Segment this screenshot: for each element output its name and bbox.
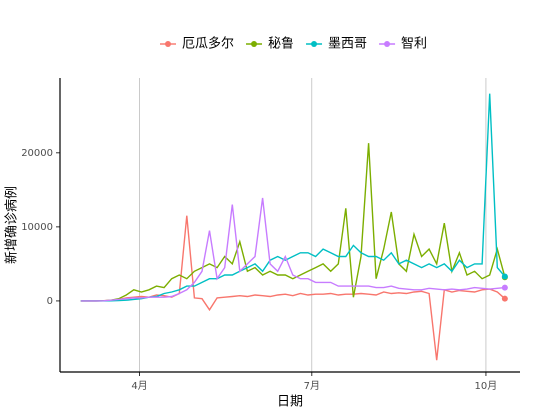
legend-label: 墨西哥 (328, 37, 367, 52)
end-point (501, 273, 508, 280)
legend-label: 智利 (401, 37, 427, 52)
y-tick-label: 20000 (21, 148, 53, 159)
end-point (501, 295, 508, 302)
legend-dot (311, 41, 318, 47)
legend-dot (384, 41, 391, 47)
x-tick-label: 10月 (475, 380, 498, 392)
legend-label: 厄瓜多尔 (182, 36, 234, 52)
y-axis-label: 新增确诊病例 (4, 186, 20, 264)
legend-dot (165, 41, 171, 47)
series-line (80, 143, 506, 302)
legend-dot (251, 41, 258, 47)
x-tick-label: 4月 (131, 380, 147, 392)
x-axis-label: 日期 (277, 395, 303, 410)
x-tick-label: 7月 (304, 380, 320, 392)
series-line (80, 197, 505, 302)
end-point (501, 284, 508, 291)
legend-label: 秘鲁 (268, 37, 294, 52)
y-tick-label: 10000 (21, 222, 53, 233)
y-tick-label: 0 (47, 296, 53, 307)
series-line (80, 93, 506, 302)
